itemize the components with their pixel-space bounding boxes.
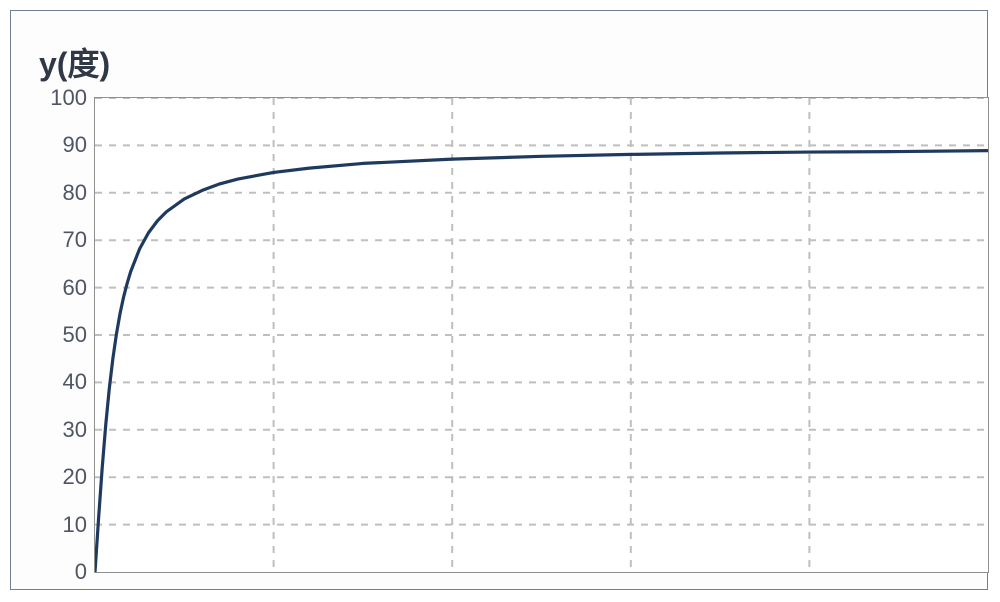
y-tick-label: 50 — [37, 322, 87, 348]
line-series-group — [95, 151, 988, 572]
y-tick-label: 60 — [37, 275, 87, 301]
y-tick-label: 80 — [37, 180, 87, 206]
chart-outer-frame: y(度) x 0102030405060708090100 — [10, 10, 988, 590]
y-tick-label: 100 — [37, 85, 87, 111]
y-tick-label: 0 — [37, 559, 87, 585]
y-axis-title: y(度) — [39, 39, 110, 85]
y-tick-label: 40 — [37, 369, 87, 395]
line-series — [95, 151, 988, 572]
y-tick-label: 90 — [37, 132, 87, 158]
y-tick-label: 30 — [37, 417, 87, 443]
plot-area — [94, 97, 989, 573]
y-tick-label: 20 — [37, 464, 87, 490]
chart-svg — [95, 98, 988, 572]
grid-group — [95, 98, 988, 572]
y-tick-label: 10 — [37, 512, 87, 538]
y-tick-label: 70 — [37, 227, 87, 253]
